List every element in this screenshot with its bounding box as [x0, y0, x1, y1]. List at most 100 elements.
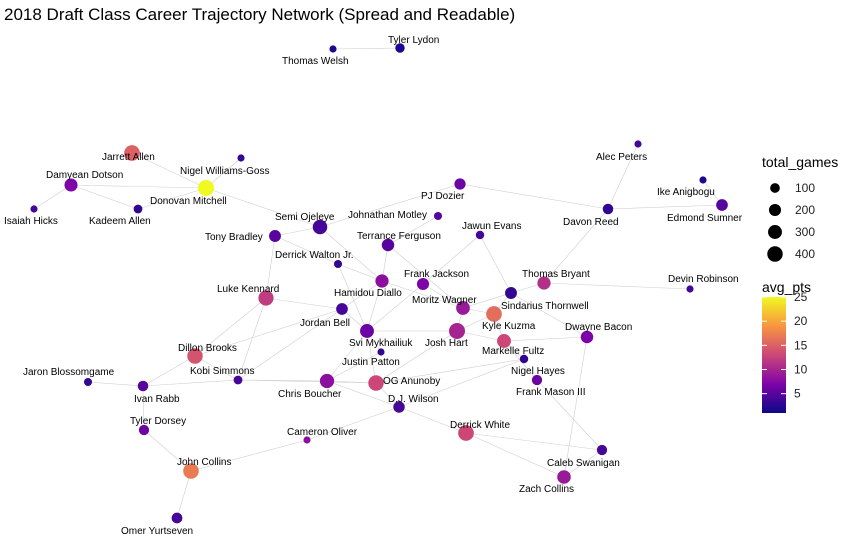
node-justin-patton: [377, 348, 385, 356]
edge-tyler-dorsey-john-collins: [143, 429, 192, 472]
node-label-donovan-mitchell: Donovan Mitchell: [150, 196, 227, 207]
node-jawun-evans: [475, 230, 485, 240]
node-tyler-lydon: [395, 43, 405, 53]
edge-svi-mykhailiuk-chris-boucher: [326, 330, 368, 382]
node-label-davon-reed: Davon Reed: [563, 217, 619, 228]
node-label-devin-robinson: Devin Robinson: [668, 274, 739, 285]
node-edmond-sumner: [716, 199, 728, 211]
node-label-tyler-lydon: Tyler Lydon: [388, 35, 439, 46]
edge-derrick-white-caleb-swanigan: [465, 432, 603, 451]
node-derrick-white: [458, 425, 474, 441]
edge-johnathan-motley-terrance-ferguson: [387, 215, 439, 246]
node-label-frank-mason-iii: Frank Mason III: [516, 387, 585, 398]
node-jaron-blossomgame: [83, 377, 93, 387]
node-dillon-brooks: [187, 348, 203, 364]
nodes-layer: [30, 43, 728, 524]
edge-damyean-dotson-isaiah-hicks: [33, 184, 72, 210]
node-nigel-hayes: [519, 354, 529, 364]
edge-zach-collins-dwayne-bacon: [563, 336, 588, 478]
edge-justin-patton-chris-boucher: [326, 351, 382, 382]
edge-hamidou-diallo-jordan-bell: [341, 280, 383, 310]
node-caleb-swanigan: [596, 444, 608, 456]
node-label-john-collins: John Collins: [177, 457, 231, 468]
node-markelle-fultz: [497, 334, 511, 348]
node-label-kyle-kuzma: Kyle Kuzma: [482, 321, 536, 332]
edge-chris-boucher-d-j-wilson: [326, 380, 400, 408]
edge-dillon-brooks-ivan-rabb: [142, 355, 196, 387]
node-jordan-bell: [336, 303, 348, 315]
size-legend-label-200: 200: [795, 203, 815, 217]
edge-john-collins-omer-yurtseven: [176, 470, 192, 519]
edge-josh-hart-og-anunoby: [375, 330, 458, 384]
color-legend: avg_pts 5 10 15 20 25: [762, 279, 811, 413]
edge-derrick-white-zach-collins: [465, 432, 565, 478]
color-legend-label-10: 10: [794, 363, 808, 377]
edge-hamidou-diallo-svi-mykhailiuk: [366, 280, 383, 332]
node-label-zach-collins: Zach Collins: [519, 484, 574, 495]
node-semi-ojeleye: [312, 219, 328, 235]
node-frank-jackson: [416, 277, 430, 291]
edge-sindarius-thornwell-dwayne-bacon: [510, 292, 588, 338]
node-label-edmond-sumner: Edmond Sumner: [667, 213, 743, 224]
edge-d-j-wilson-nigel-hayes: [398, 358, 525, 408]
edge-semi-ojeleye-tony-bradley: [274, 226, 321, 237]
node-tyler-dorsey: [138, 424, 150, 436]
edge-thomas-bryant-devin-robinson: [543, 282, 691, 290]
node-label-semi-ojeleye: Semi Ojeleye: [275, 212, 335, 223]
node-isaiah-hicks: [30, 205, 38, 213]
edge-luke-kennard-jordan-bell: [265, 297, 343, 310]
size-legend-key-400: [767, 246, 783, 262]
node-damyean-dotson: [64, 178, 78, 192]
node-label-markelle-fultz: Markelle Fultz: [482, 346, 544, 357]
node-jarrett-allen: [124, 145, 140, 161]
node-label-hamidou-diallo: Hamidou Diallo: [334, 288, 402, 299]
node-zach-collins: [557, 470, 571, 484]
edge-terrance-ferguson-moritz-wagner: [387, 244, 464, 309]
node-johnathan-motley: [433, 211, 443, 221]
edge-tony-bradley-luke-kennard: [265, 235, 276, 299]
node-label-johnathan-motley: Johnathan Motley: [348, 210, 427, 221]
node-sindarius-thornwell: [505, 287, 517, 299]
node-label-kadeem-allen: Kadeem Allen: [89, 216, 151, 227]
edge-jawun-evans-sindarius-thornwell: [479, 234, 512, 294]
node-label-ike-anigbogu: Ike Anigbogu: [657, 187, 715, 198]
node-dwayne-bacon: [580, 330, 594, 344]
edge-d-j-wilson-cameron-oliver: [306, 406, 400, 441]
node-terrance-ferguson: [381, 238, 395, 252]
edge-jordan-bell-dillon-brooks: [194, 308, 343, 357]
edge-davon-reed-thomas-bryant: [543, 208, 609, 284]
size-legend-key-200: [768, 203, 782, 217]
node-kobi-simmons: [233, 375, 243, 385]
node-label-dwayne-bacon: Dwayne Bacon: [565, 322, 632, 333]
node-label-jordan-bell: Jordan Bell: [300, 318, 350, 329]
node-nigel-williams-goss: [237, 154, 245, 162]
node-john-collins: [183, 463, 199, 479]
edge-ivan-rabb-jaron-blossomgame: [87, 381, 144, 387]
color-legend-label-15: 15: [794, 338, 808, 352]
node-label-dillon-brooks: Dillon Brooks: [178, 343, 237, 354]
node-label-jaron-blossomgame: Jaron Blossomgame: [23, 367, 115, 378]
node-label-omer-yurtseven: Omer Yurtseven: [121, 526, 193, 537]
color-legend-label-25: 25: [794, 290, 808, 304]
edge-chris-boucher-og-anunoby: [326, 380, 377, 384]
color-legend-label-20: 20: [794, 314, 808, 328]
size-legend-title: total_games: [762, 154, 838, 170]
edge-kobi-simmons-og-anunoby: [237, 379, 377, 384]
node-label-terrance-ferguson: Terrance Ferguson: [357, 231, 441, 242]
node-moritz-wagner: [456, 301, 470, 315]
node-tony-bradley: [269, 230, 281, 242]
edge-jawun-evans-frank-jackson: [422, 234, 481, 285]
edge-kobi-simmons-ivan-rabb: [142, 379, 239, 387]
node-label-frank-jackson: Frank Jackson: [404, 269, 469, 280]
node-label-chris-boucher: Chris Boucher: [278, 389, 342, 400]
edge-derrick-walton-jr-svi-mykhailiuk: [337, 263, 368, 332]
node-label-og-anunoby: OG Anunoby: [383, 376, 440, 387]
node-svi-mykhailiuk: [360, 324, 374, 338]
node-label-jarrett-allen: Jarrett Allen: [102, 152, 155, 163]
node-label-tyler-dorsey: Tyler Dorsey: [130, 416, 186, 427]
color-legend-label-5: 5: [794, 387, 801, 401]
node-label-thomas-bryant: Thomas Bryant: [522, 269, 590, 280]
node-label-alec-peters: Alec Peters: [596, 152, 647, 163]
node-donovan-mitchell: [198, 180, 214, 196]
